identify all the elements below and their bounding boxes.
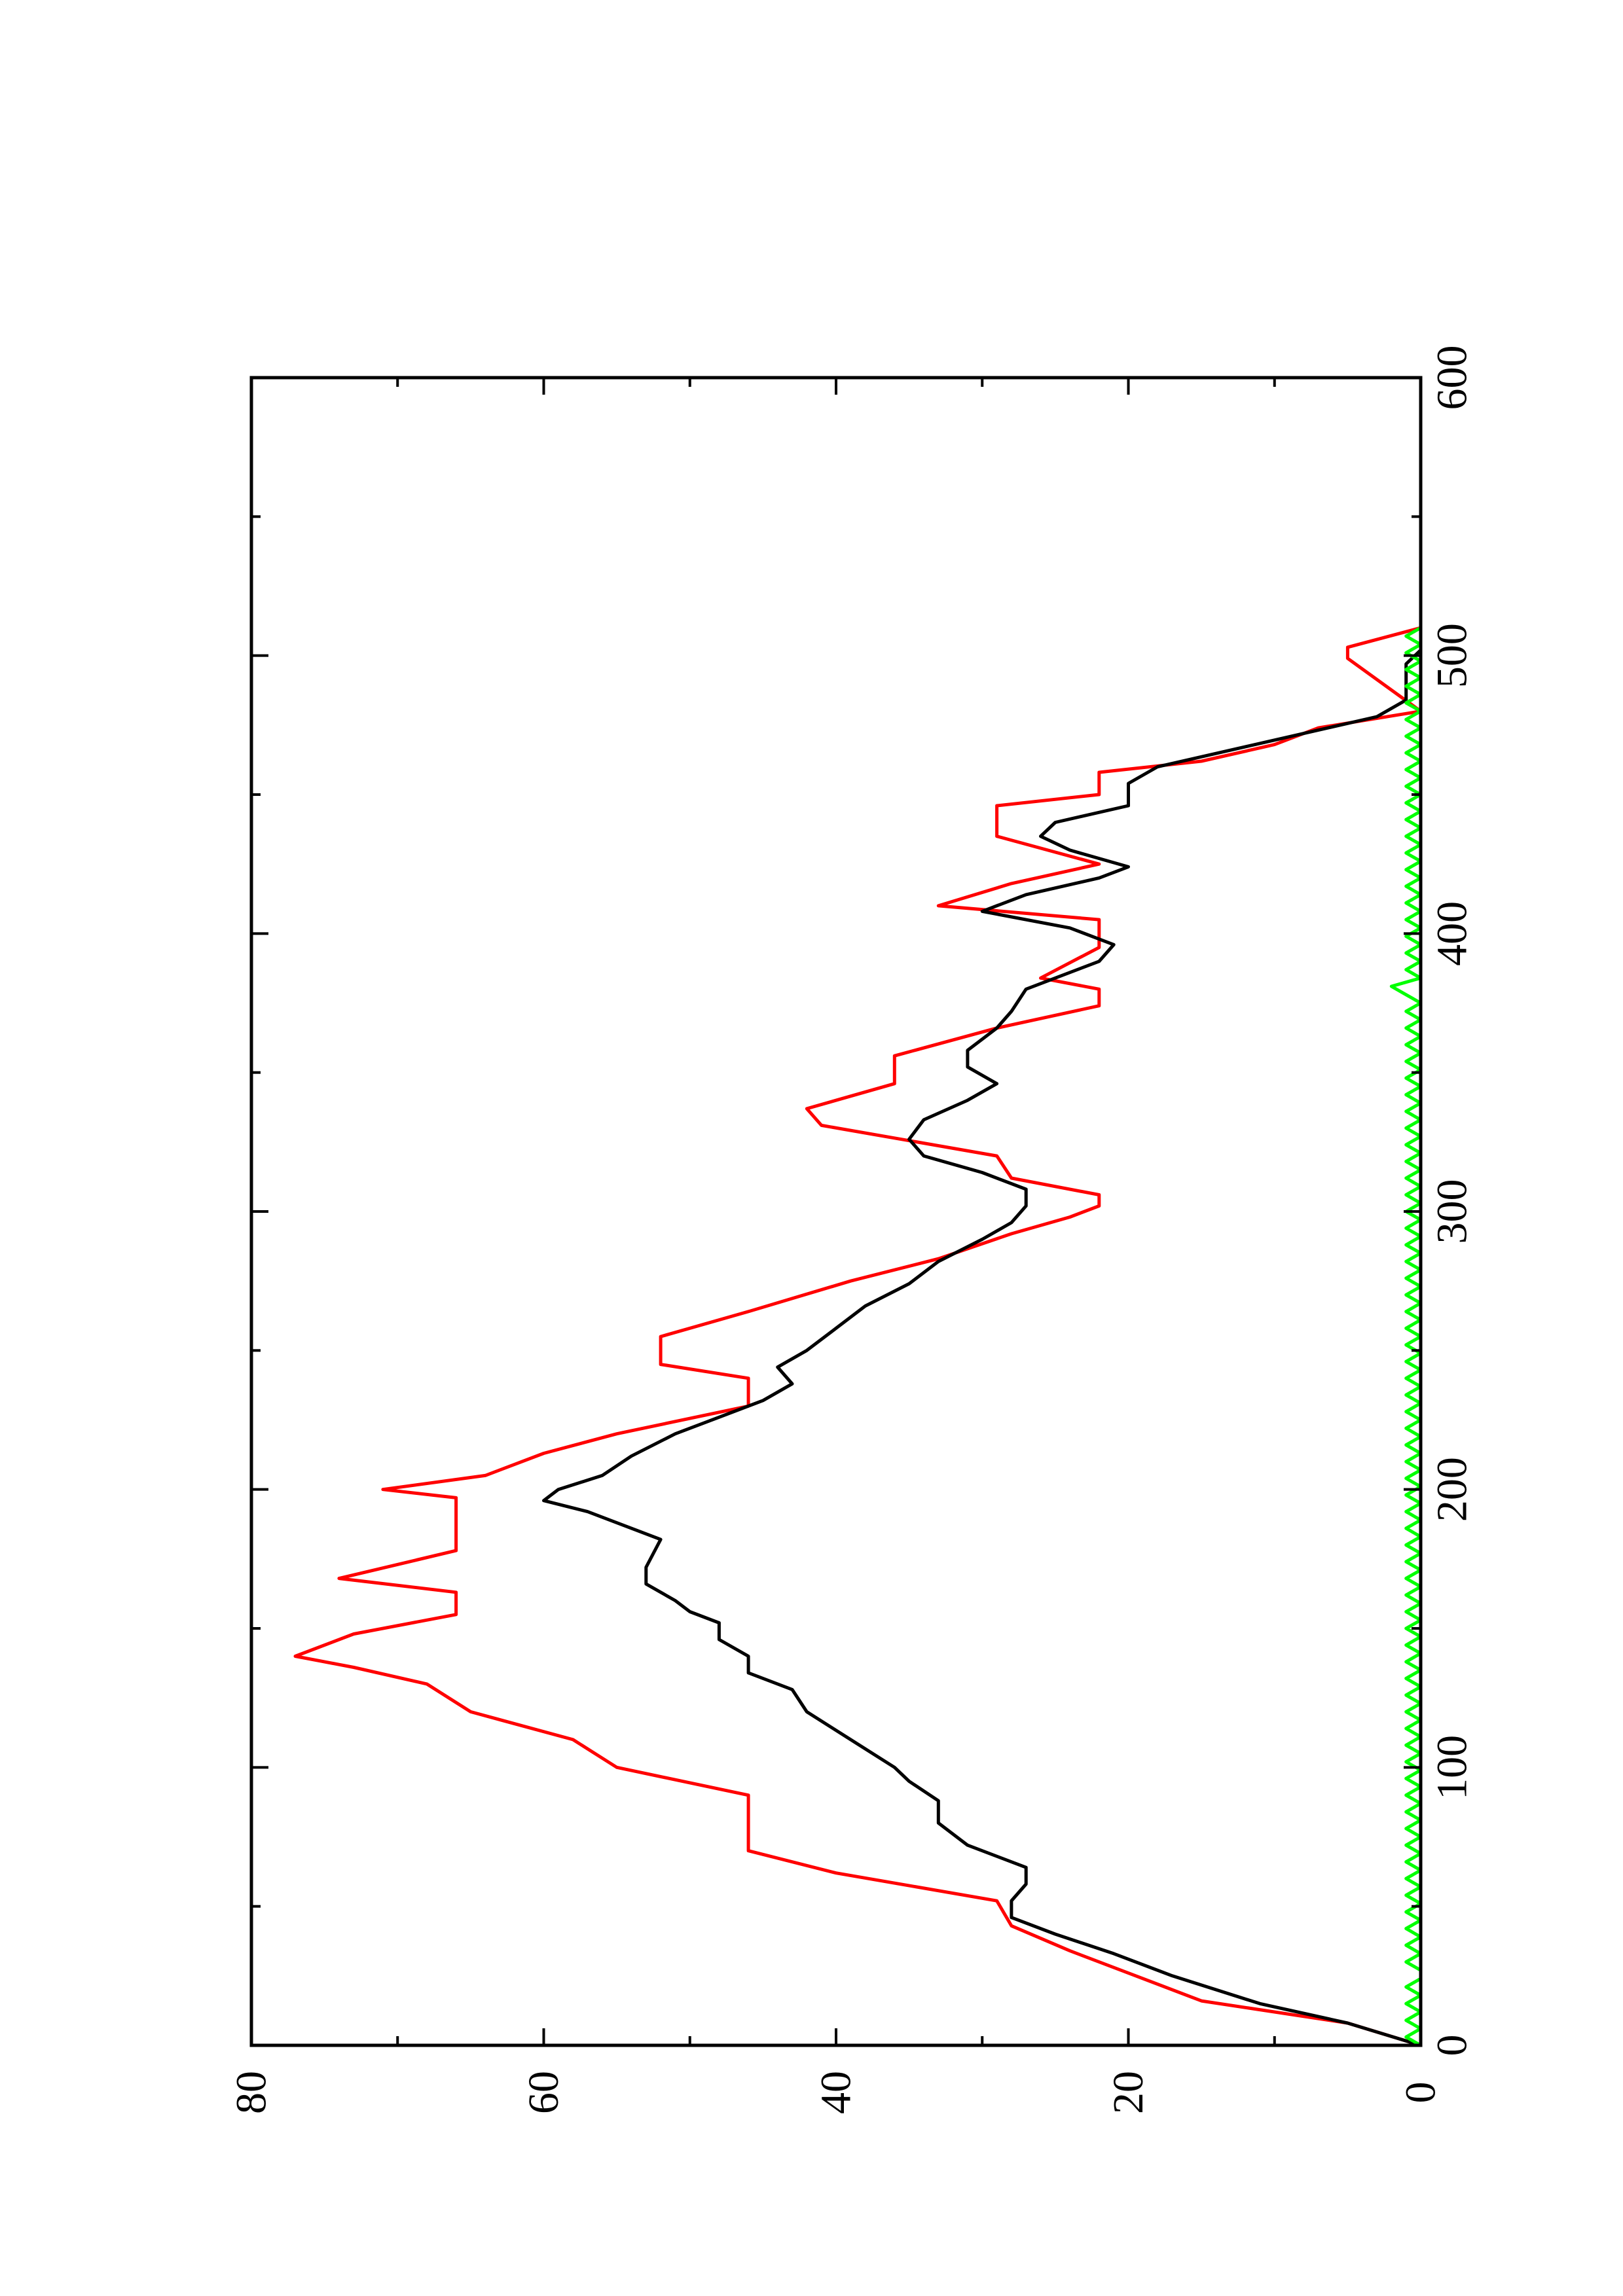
y-tick-label-0: 0 xyxy=(1397,2082,1445,2104)
series-line-2 xyxy=(1389,626,1423,2047)
tick-layer xyxy=(250,376,1422,2047)
y-tick-label-1: 20 xyxy=(1104,2071,1152,2114)
tick-label-layer: 0 100 200 300 400 500 600 0 20 40 60 80 xyxy=(228,346,1476,2115)
y-tick-label-2: 40 xyxy=(812,2071,860,2114)
x-tick-label-0: 0 xyxy=(1429,2035,1476,2056)
series-layer xyxy=(293,626,1423,2047)
plot-frame xyxy=(249,376,1423,2047)
x-tick-label-2: 200 xyxy=(1429,1457,1476,1522)
series-line-1 xyxy=(542,628,1423,2047)
y-tick-label-3: 60 xyxy=(520,2071,568,2114)
x-tick-label-4: 400 xyxy=(1429,901,1476,966)
x-tick-label-1: 100 xyxy=(1429,1735,1476,1800)
y-tick-label-4: 80 xyxy=(228,2071,276,2114)
x-tick-label-5: 500 xyxy=(1429,623,1476,688)
series-line-0 xyxy=(293,626,1423,2047)
x-tick-label-6: 600 xyxy=(1429,346,1476,410)
x-tick-label-3: 300 xyxy=(1429,1179,1476,1244)
